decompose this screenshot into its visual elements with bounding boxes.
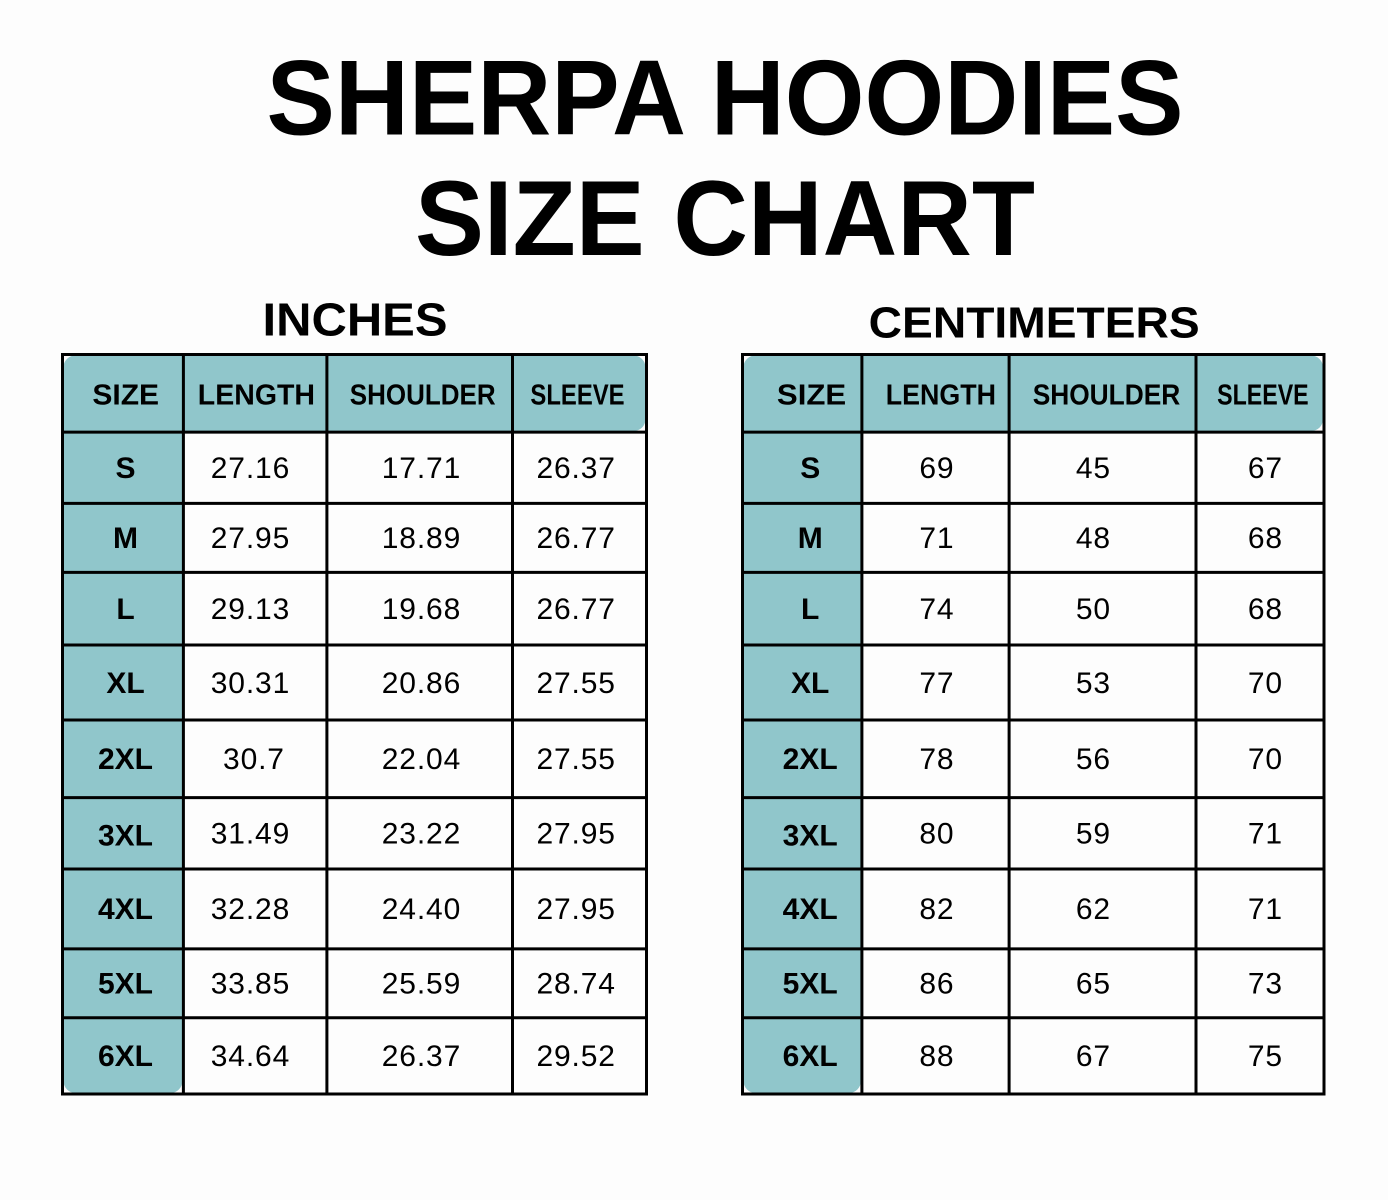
svg-text:68: 68 [1248,522,1282,555]
svg-text:SIZE CHART: SIZE CHART [415,158,1035,278]
svg-text:2XL: 2XL [783,743,838,776]
svg-text:71: 71 [1248,893,1282,926]
svg-text:SHERPA HOODIES: SHERPA HOODIES [267,37,1184,157]
svg-text:L: L [116,593,134,626]
svg-text:26.77: 26.77 [536,593,615,626]
svg-text:20.86: 20.86 [382,667,461,700]
svg-text:88: 88 [919,1040,953,1073]
svg-text:4XL: 4XL [98,893,153,926]
svg-text:4XL: 4XL [783,893,838,926]
svg-text:73: 73 [1248,968,1282,1001]
svg-text:SHOULDER: SHOULDER [350,379,496,411]
svg-text:22.04: 22.04 [382,743,461,776]
svg-text:77: 77 [919,667,953,700]
svg-text:71: 71 [919,522,953,555]
svg-text:70: 70 [1248,743,1282,776]
svg-text:62: 62 [1076,893,1110,926]
svg-text:SLEEVE: SLEEVE [530,379,624,411]
svg-text:LENGTH: LENGTH [886,379,996,411]
svg-text:71: 71 [1248,818,1282,851]
svg-text:74: 74 [919,593,953,626]
svg-text:XL: XL [106,667,144,700]
svg-text:S: S [800,452,820,485]
svg-text:68: 68 [1248,593,1282,626]
svg-text:67: 67 [1076,1040,1110,1073]
svg-text:27.95: 27.95 [536,818,615,851]
svg-text:LENGTH: LENGTH [198,379,315,411]
svg-text:5XL: 5XL [783,968,838,1001]
svg-text:27.16: 27.16 [211,452,290,485]
svg-text:25.59: 25.59 [382,968,461,1001]
svg-text:31.49: 31.49 [211,818,290,851]
svg-text:82: 82 [919,893,953,926]
svg-text:75: 75 [1248,1040,1282,1073]
svg-text:78: 78 [919,743,953,776]
svg-text:67: 67 [1248,452,1282,485]
svg-text:18.89: 18.89 [382,522,461,555]
svg-text:29.52: 29.52 [536,1040,615,1073]
svg-text:70: 70 [1248,667,1282,700]
svg-text:27.95: 27.95 [211,522,290,555]
svg-text:34.64: 34.64 [211,1040,290,1073]
svg-text:M: M [113,522,138,555]
svg-text:29.13: 29.13 [211,593,290,626]
svg-text:53: 53 [1076,667,1110,700]
svg-text:3XL: 3XL [783,820,838,853]
svg-text:SIZE: SIZE [92,379,159,411]
svg-text:INCHES: INCHES [263,294,448,346]
svg-text:L: L [801,593,819,626]
svg-text:CENTIMETERS: CENTIMETERS [869,299,1200,347]
svg-text:6XL: 6XL [98,1040,153,1073]
svg-text:26.37: 26.37 [382,1040,461,1073]
svg-text:27.55: 27.55 [536,743,615,776]
svg-text:3XL: 3XL [98,820,153,853]
svg-text:19.68: 19.68 [382,593,461,626]
svg-text:26.77: 26.77 [536,522,615,555]
svg-text:24.40: 24.40 [382,893,461,926]
svg-text:SIZE: SIZE [777,379,846,411]
svg-text:86: 86 [919,968,953,1001]
svg-text:2XL: 2XL [98,743,153,776]
svg-text:23.22: 23.22 [382,818,461,851]
svg-text:28.74: 28.74 [536,968,615,1001]
svg-text:SHOULDER: SHOULDER [1033,379,1181,411]
svg-text:XL: XL [791,667,829,700]
svg-text:26.37: 26.37 [536,452,615,485]
svg-text:27.95: 27.95 [536,893,615,926]
svg-text:SLEEVE: SLEEVE [1217,379,1309,411]
svg-text:30.7: 30.7 [223,743,284,776]
svg-text:69: 69 [919,452,953,485]
svg-text:45: 45 [1076,452,1110,485]
svg-text:48: 48 [1076,522,1110,555]
svg-text:S: S [115,452,135,485]
svg-text:50: 50 [1076,593,1110,626]
svg-text:6XL: 6XL [783,1040,838,1073]
svg-text:56: 56 [1076,743,1110,776]
svg-text:33.85: 33.85 [211,968,290,1001]
svg-text:5XL: 5XL [98,968,153,1001]
svg-text:27.55: 27.55 [536,667,615,700]
svg-text:17.71: 17.71 [382,452,461,485]
svg-text:59: 59 [1076,818,1110,851]
svg-text:30.31: 30.31 [211,667,290,700]
svg-text:65: 65 [1076,968,1110,1001]
svg-text:32.28: 32.28 [211,893,290,926]
svg-text:80: 80 [919,818,953,851]
svg-text:M: M [798,522,823,555]
